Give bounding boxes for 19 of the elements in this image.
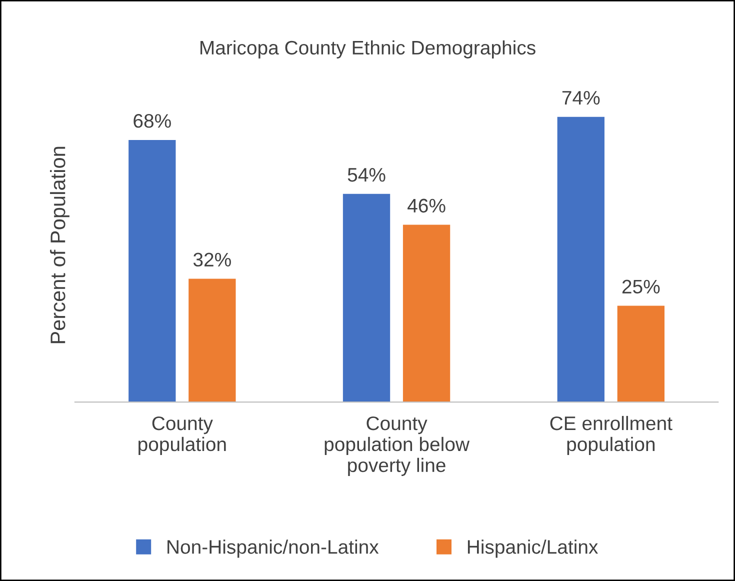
data-label: 68% xyxy=(134,114,171,128)
chart-title: Maricopa County Ethnic Demographics xyxy=(200,40,536,58)
legend-label: Hispanic/Latinx xyxy=(468,540,598,558)
x-tick-label: CE enrollment population xyxy=(550,416,672,456)
bar xyxy=(617,306,664,402)
bar xyxy=(557,116,604,402)
bar xyxy=(188,278,236,402)
data-label: 46% xyxy=(408,198,446,213)
data-label: 25% xyxy=(622,280,660,294)
data-label: 54% xyxy=(348,168,386,182)
data-label: 32% xyxy=(193,252,231,267)
data-label: 74% xyxy=(562,90,600,105)
x-tick-label: County population xyxy=(138,416,226,456)
y-axis-title: Percent of Population xyxy=(50,146,70,344)
bar xyxy=(128,140,176,402)
bar xyxy=(342,194,390,402)
legend-label: Non-Hispanic/non-Latinx xyxy=(168,540,379,558)
bar xyxy=(402,224,450,402)
x-tick-label: County population below poverty line xyxy=(324,416,470,476)
